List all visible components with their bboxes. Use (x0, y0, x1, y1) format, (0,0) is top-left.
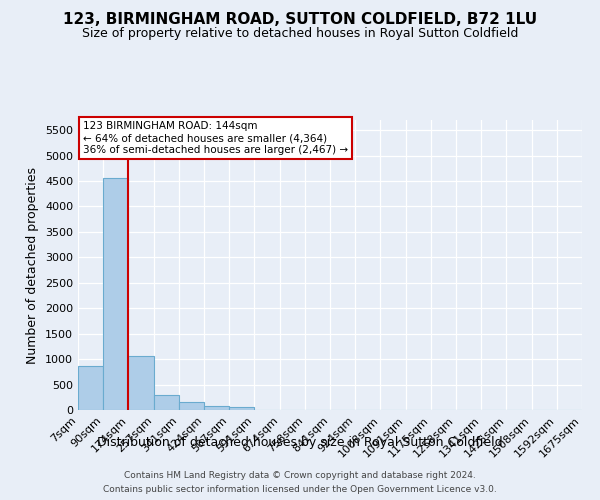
Text: Size of property relative to detached houses in Royal Sutton Coldfield: Size of property relative to detached ho… (82, 28, 518, 40)
Y-axis label: Number of detached properties: Number of detached properties (26, 166, 40, 364)
Text: Contains HM Land Registry data © Crown copyright and database right 2024.: Contains HM Land Registry data © Crown c… (124, 472, 476, 480)
Bar (78, 366, 103, 410)
Text: Distribution of detached houses by size in Royal Sutton Coldfield: Distribution of detached houses by size … (97, 436, 503, 449)
Bar (204, 406, 229, 410)
Bar (229, 408, 254, 410)
Text: 123 BIRMINGHAM ROAD: 144sqm
← 64% of detached houses are smaller (4,364)
36% of : 123 BIRMINGHAM ROAD: 144sqm ← 64% of det… (83, 122, 348, 154)
Bar (179, 402, 204, 410)
Text: Contains public sector information licensed under the Open Government Licence v3: Contains public sector information licen… (103, 484, 497, 494)
Text: 123, BIRMINGHAM ROAD, SUTTON COLDFIELD, B72 1LU: 123, BIRMINGHAM ROAD, SUTTON COLDFIELD, … (63, 12, 537, 28)
Bar (103, 178, 128, 410)
Bar (128, 356, 154, 410)
Bar (154, 395, 179, 410)
